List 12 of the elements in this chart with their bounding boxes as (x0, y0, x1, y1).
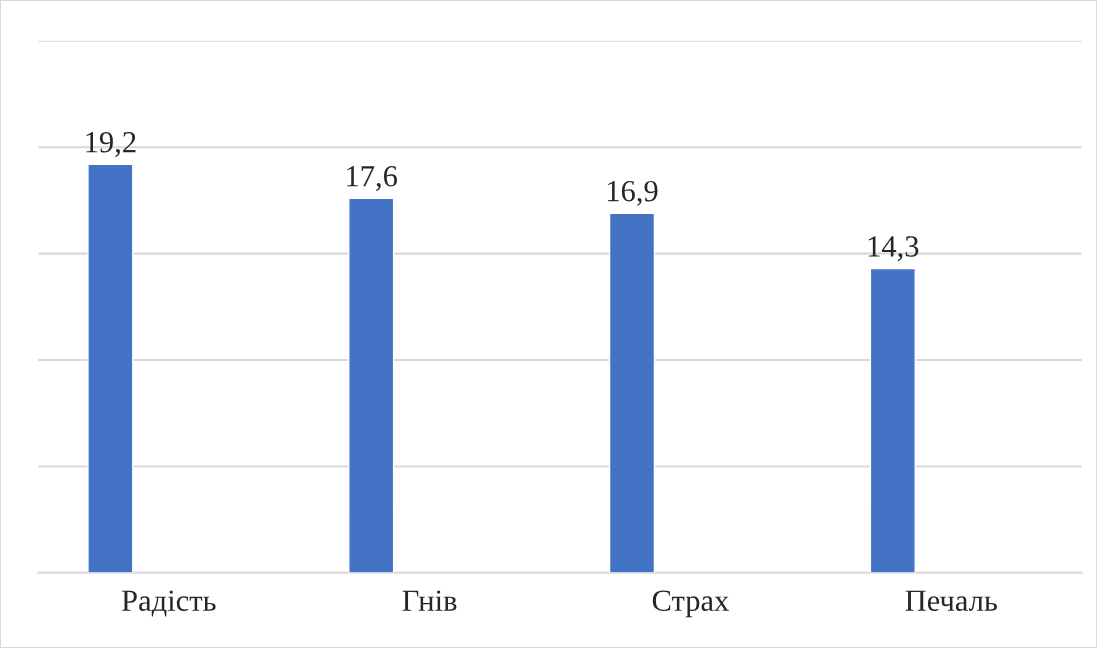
data-label: 16,9 (607, 180, 658, 206)
x-tick-label: Радість (121, 590, 216, 617)
data-label: 14,3 (868, 236, 919, 262)
x-tick-label: Печаль (905, 590, 997, 611)
bar (608, 212, 656, 573)
x-tick-label: Гнів (402, 590, 457, 611)
bar (87, 163, 134, 573)
bar (348, 197, 395, 573)
bar (869, 267, 916, 573)
data-label: 17,6 (347, 166, 398, 191)
x-tick-label: Страх (652, 590, 729, 618)
data-label: 19,2 (86, 131, 136, 157)
